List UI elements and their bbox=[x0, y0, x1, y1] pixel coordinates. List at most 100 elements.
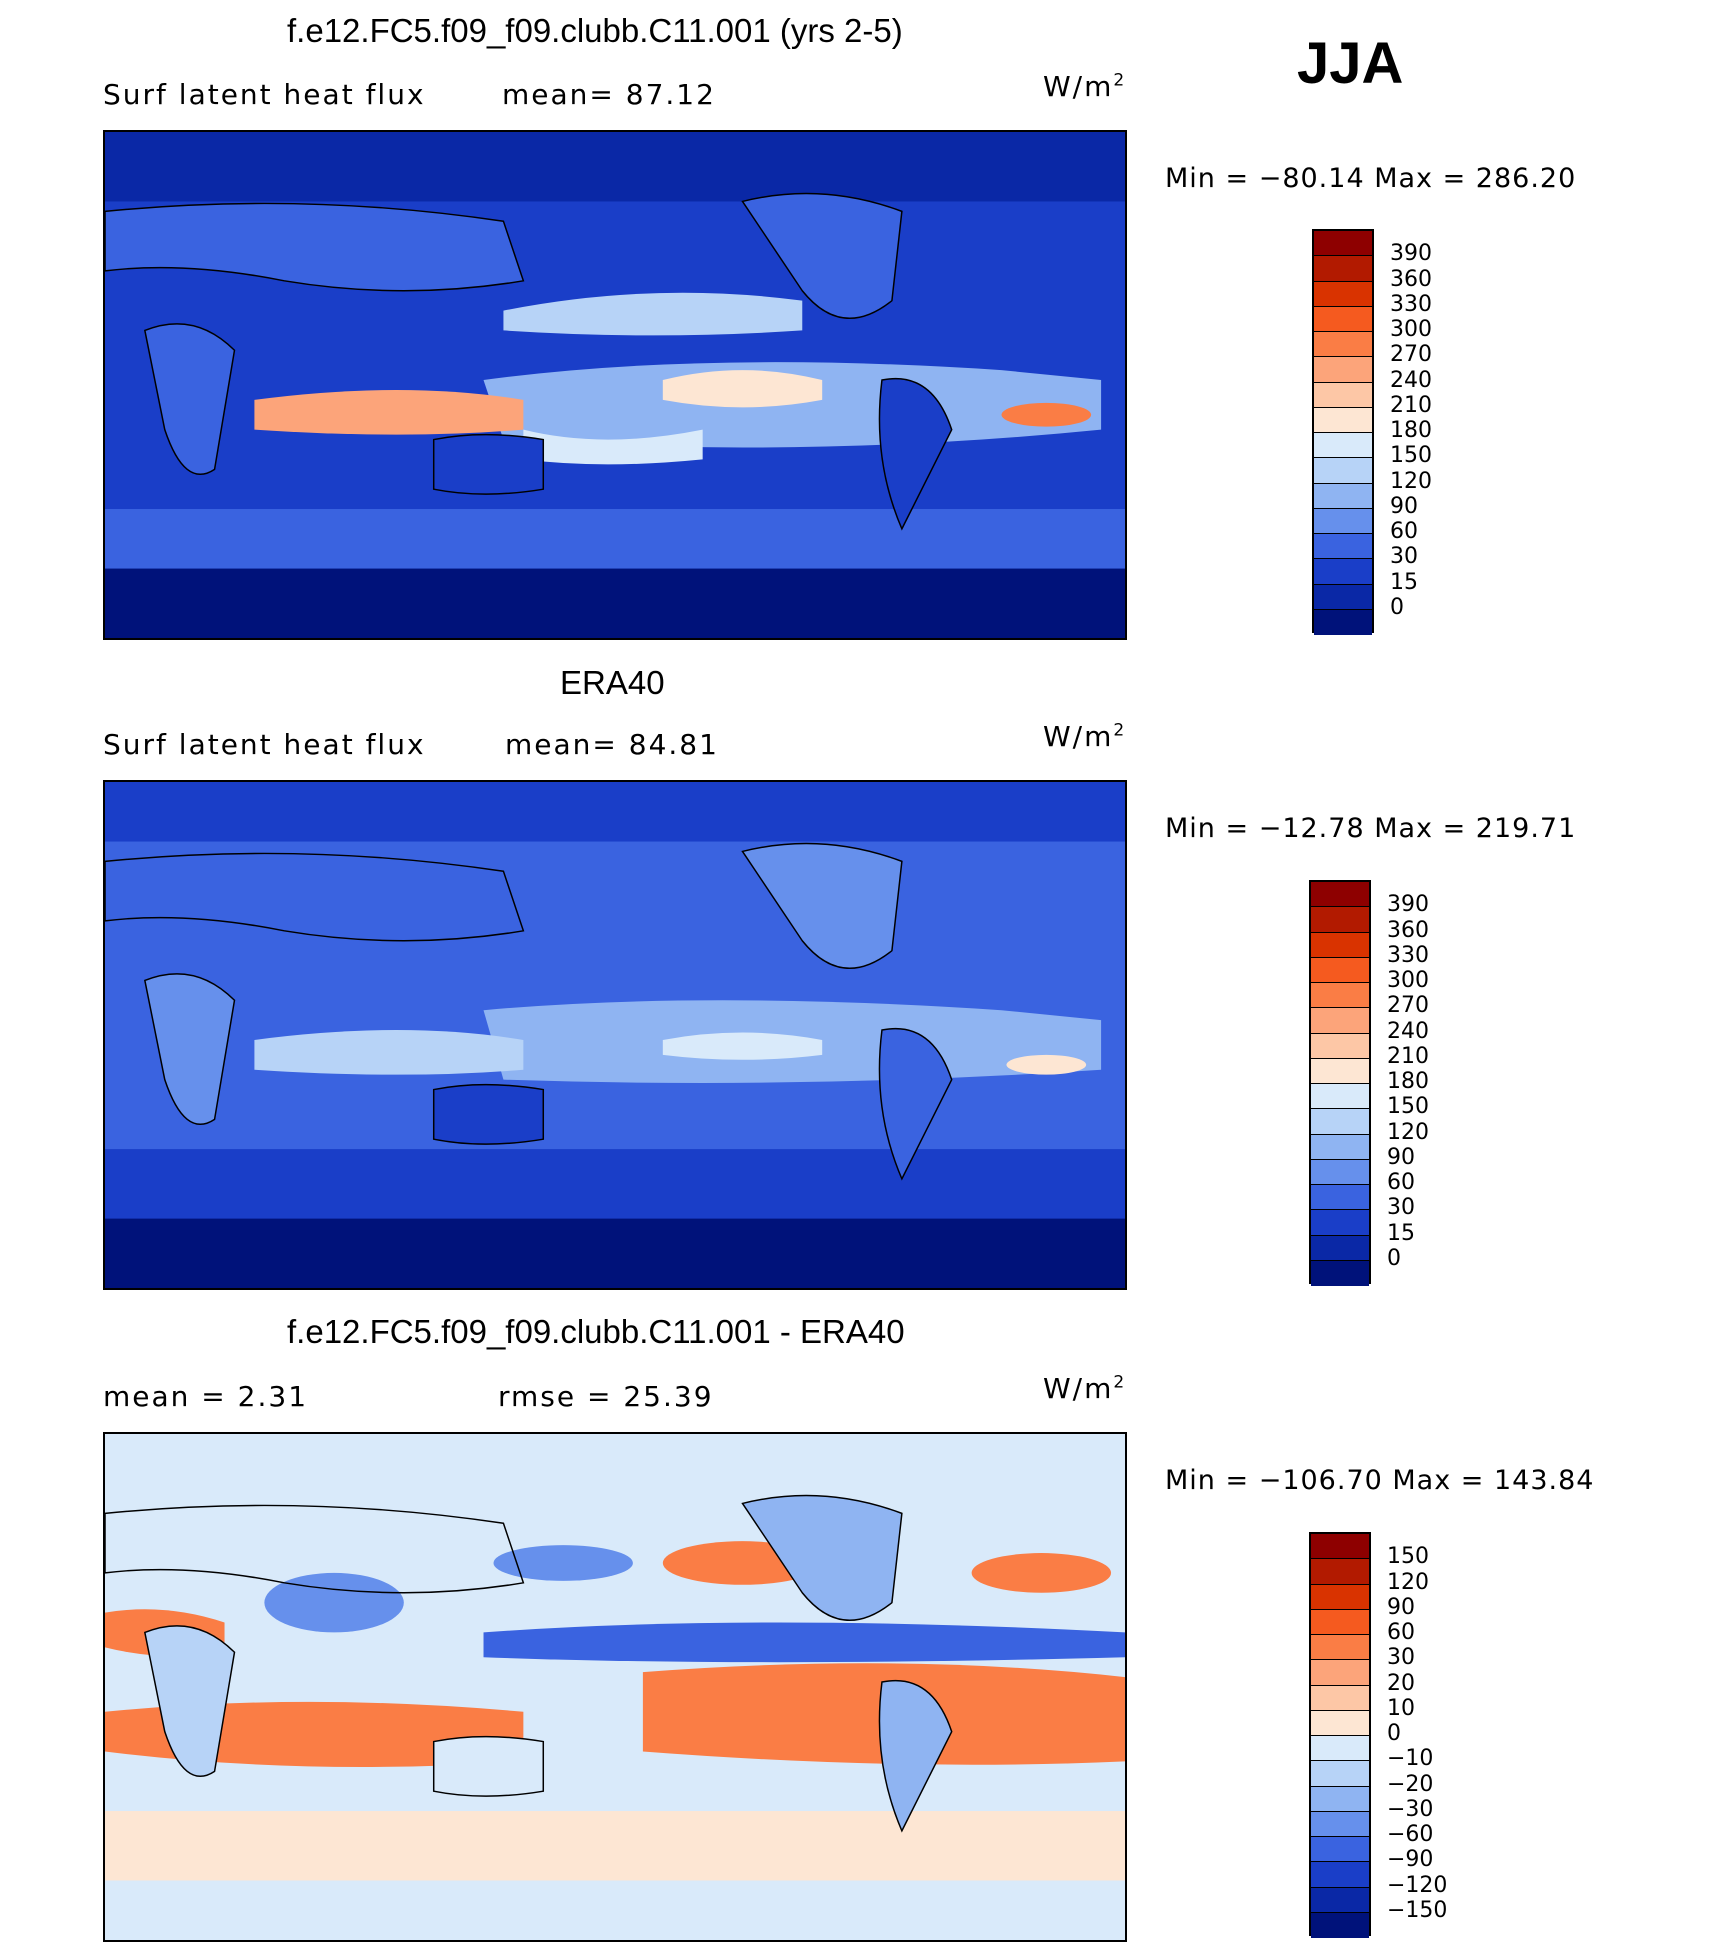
colorbar-swatch bbox=[1314, 508, 1372, 534]
colorbar-tick-label: 240 bbox=[1390, 367, 1432, 393]
panel-3-title: f.e12.FC5.f09_f09.clubb.C11.001 - ERA40 bbox=[287, 1313, 905, 1350]
colorbar-tick-label: 15 bbox=[1390, 569, 1418, 595]
colorbar-swatch bbox=[1314, 534, 1372, 560]
colorbar-tick-label: 30 bbox=[1387, 1195, 1415, 1221]
panel-2-mean: mean= 84.81 bbox=[505, 728, 719, 761]
colorbar-tick-label: −30 bbox=[1387, 1796, 1434, 1822]
colorbar-tick-label: 210 bbox=[1387, 1043, 1429, 1069]
colorbar-tick-label: 30 bbox=[1390, 544, 1418, 570]
colorbar-swatch bbox=[1311, 1008, 1369, 1034]
colorbar-swatch bbox=[1311, 1761, 1369, 1787]
colorbar-tick-label: 150 bbox=[1387, 1094, 1429, 1120]
colorbar-tick-label: 330 bbox=[1390, 291, 1432, 317]
colorbar-swatch bbox=[1311, 1159, 1369, 1185]
colorbar-swatch bbox=[1311, 1559, 1369, 1585]
panel-3-rmse: rmse = 25.39 bbox=[498, 1380, 714, 1413]
colorbar-tick-label: 0 bbox=[1387, 1245, 1401, 1271]
colorbar-tick-label: 180 bbox=[1390, 418, 1432, 443]
colorbar-swatch bbox=[1314, 559, 1372, 585]
panel-3-minmax: Min = −106.70 Max = 143.84 bbox=[1165, 1465, 1595, 1496]
panel-2-colorbar bbox=[1309, 880, 1371, 1286]
colorbar-tick-label: 90 bbox=[1387, 1594, 1415, 1620]
colorbar-swatch bbox=[1311, 1786, 1369, 1812]
colorbar-tick-label: 0 bbox=[1390, 594, 1404, 620]
panel-1-mean: mean= 87.12 bbox=[502, 78, 716, 111]
colorbar-swatch bbox=[1311, 1235, 1369, 1261]
colorbar-tick-label: 0 bbox=[1387, 1721, 1401, 1746]
panel-1-variable-label: Surf latent heat flux bbox=[103, 78, 426, 111]
panel-3-map bbox=[103, 1432, 1127, 1942]
colorbar-swatch bbox=[1314, 458, 1372, 484]
colorbar-swatch bbox=[1311, 1058, 1369, 1084]
panel-1-minmax: Min = −80.14 Max = 286.20 bbox=[1165, 163, 1577, 194]
colorbar-tick-label: −60 bbox=[1387, 1822, 1434, 1847]
colorbar-swatch bbox=[1311, 1862, 1369, 1888]
colorbar-swatch bbox=[1314, 231, 1372, 257]
panel-2-units: W/m2 bbox=[1043, 720, 1127, 753]
colorbar-swatch bbox=[1311, 1912, 1369, 1938]
difference-map bbox=[105, 1434, 1125, 1940]
colorbar-swatch bbox=[1311, 1134, 1369, 1160]
colorbar-tick-label: 270 bbox=[1390, 342, 1432, 368]
colorbar-tick-label: 300 bbox=[1387, 968, 1429, 993]
panel-3-colorbar bbox=[1309, 1532, 1371, 1938]
colorbar-tick-label: 120 bbox=[1387, 1569, 1429, 1595]
colorbar-tick-label: 120 bbox=[1387, 1119, 1429, 1145]
colorbar-swatch bbox=[1311, 1534, 1369, 1560]
colorbar-swatch bbox=[1311, 1084, 1369, 1110]
colorbar-tick-label: 60 bbox=[1387, 1620, 1415, 1645]
colorbar-tick-label: −150 bbox=[1387, 1897, 1448, 1923]
colorbar-swatch bbox=[1314, 281, 1372, 307]
colorbar-tick-label: 90 bbox=[1390, 493, 1418, 519]
colorbar-tick-label: 150 bbox=[1390, 443, 1432, 469]
colorbar-tick-label: 360 bbox=[1387, 917, 1429, 943]
colorbar-swatch bbox=[1311, 1635, 1369, 1661]
colorbar-swatch bbox=[1311, 1736, 1369, 1762]
colorbar-swatch bbox=[1314, 357, 1372, 383]
colorbar-swatch bbox=[1314, 433, 1372, 459]
colorbar-tick-label: 390 bbox=[1390, 241, 1432, 267]
colorbar-swatch bbox=[1311, 932, 1369, 958]
colorbar-tick-label: 15 bbox=[1387, 1220, 1415, 1246]
colorbar-swatch bbox=[1311, 957, 1369, 983]
colorbar-swatch bbox=[1311, 1660, 1369, 1686]
colorbar-swatch bbox=[1311, 1837, 1369, 1863]
colorbar-tick-label: 270 bbox=[1387, 993, 1429, 1019]
colorbar-swatch bbox=[1314, 407, 1372, 433]
colorbar-swatch bbox=[1311, 983, 1369, 1009]
panel-1-colorbar bbox=[1312, 229, 1374, 635]
colorbar-tick-label: −90 bbox=[1387, 1847, 1434, 1873]
colorbar-swatch bbox=[1311, 1609, 1369, 1635]
colorbar-tick-label: 150 bbox=[1387, 1544, 1429, 1570]
colorbar-tick-label: 90 bbox=[1387, 1144, 1415, 1170]
era40-flux-map bbox=[105, 782, 1125, 1288]
colorbar-tick-label: 180 bbox=[1387, 1069, 1429, 1094]
colorbar-swatch bbox=[1311, 1185, 1369, 1211]
colorbar-tick-label: 330 bbox=[1387, 942, 1429, 968]
panel-3-mean: mean = 2.31 bbox=[103, 1380, 309, 1413]
colorbar-swatch bbox=[1314, 483, 1372, 509]
colorbar-swatch bbox=[1314, 256, 1372, 282]
panel-1-map bbox=[103, 130, 1127, 640]
colorbar-tick-label: 360 bbox=[1390, 266, 1432, 292]
colorbar-tick-label: 30 bbox=[1387, 1645, 1415, 1671]
colorbar-swatch bbox=[1311, 1260, 1369, 1286]
colorbar-swatch bbox=[1311, 1710, 1369, 1736]
colorbar-swatch bbox=[1311, 1811, 1369, 1837]
colorbar-tick-label: 240 bbox=[1387, 1018, 1429, 1044]
colorbar-tick-label: 60 bbox=[1387, 1170, 1415, 1195]
colorbar-swatch bbox=[1314, 382, 1372, 408]
colorbar-swatch bbox=[1314, 609, 1372, 635]
colorbar-tick-label: 210 bbox=[1390, 392, 1432, 418]
colorbar-swatch bbox=[1314, 584, 1372, 610]
colorbar-swatch bbox=[1314, 332, 1372, 358]
colorbar-tick-label: 120 bbox=[1390, 468, 1432, 494]
season-label: JJA bbox=[1297, 31, 1404, 96]
colorbar-tick-label: 390 bbox=[1387, 892, 1429, 918]
panel-3-units: W/m2 bbox=[1043, 1372, 1127, 1405]
panel-2-minmax: Min = −12.78 Max = 219.71 bbox=[1165, 813, 1577, 844]
panel-2-map bbox=[103, 780, 1127, 1290]
colorbar-tick-label: 10 bbox=[1387, 1695, 1415, 1721]
panel-2-title: ERA40 bbox=[560, 664, 665, 701]
colorbar-swatch bbox=[1311, 1210, 1369, 1236]
